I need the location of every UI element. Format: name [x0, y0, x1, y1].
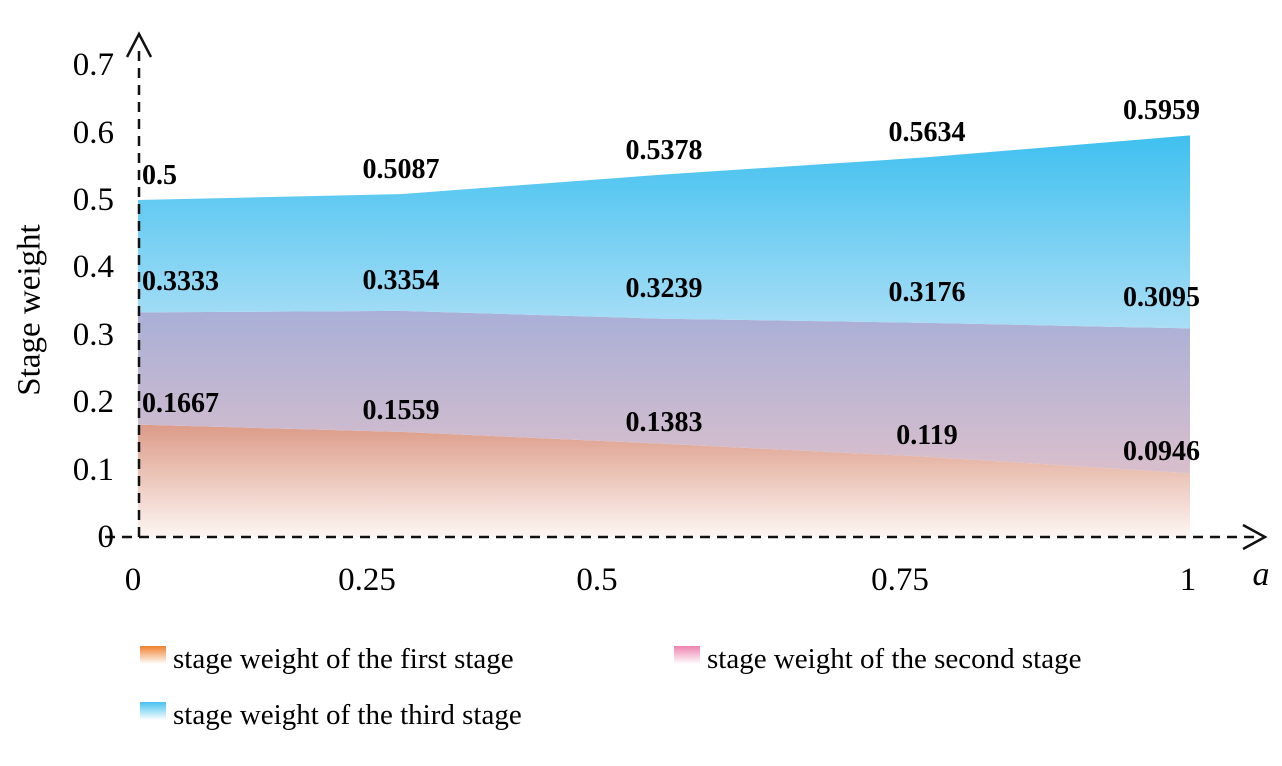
legend-swatch-icon: [140, 702, 166, 721]
area-band-1: [138, 310, 1190, 474]
x-tick-label: 0.75: [871, 562, 929, 598]
data-label: 0.119: [896, 419, 958, 451]
x-axis-title: a: [1252, 556, 1270, 593]
data-label: 0.1383: [625, 406, 703, 438]
x-tick-label: 1: [1179, 562, 1197, 598]
data-label: 0.1559: [362, 394, 440, 426]
data-label: 0.3354: [362, 264, 440, 296]
data-label: 0.3095: [1123, 282, 1200, 314]
x-axis-arrow-icon: [1242, 523, 1268, 551]
legend-label: stage weight of the third stage: [173, 699, 522, 731]
area-band-2: [138, 135, 1190, 329]
y-tick-label: 0.2: [72, 384, 114, 421]
data-label: 0.3239: [625, 272, 703, 304]
legend-swatch-icon: [674, 646, 700, 665]
y-tick-label: 0.7: [72, 47, 114, 84]
y-tick-label: 0: [97, 519, 115, 555]
data-label: 0.5634: [888, 117, 966, 149]
x-tick-label: 0.5: [576, 562, 618, 598]
data-label: 0.3176: [888, 276, 966, 308]
x-tick-label: 0: [124, 562, 142, 598]
area-band-0: [138, 424, 1190, 537]
y-tick-label: 0.6: [72, 114, 114, 151]
y-tick-label: 0.5: [72, 182, 114, 218]
y-axis-arrow-icon: [125, 31, 153, 58]
data-label: 0.5959: [1123, 95, 1200, 127]
data-label: 0.5: [142, 160, 177, 191]
data-label: 0.3333: [142, 266, 219, 298]
y-tick-label: 0.3: [72, 316, 114, 353]
data-label: 0.5378: [625, 134, 703, 166]
y-tick-label: 0.1: [72, 451, 114, 488]
data-label: 0.5087: [362, 154, 440, 186]
legend-swatch-icon: [140, 646, 166, 665]
data-label: 0.0946: [1123, 436, 1200, 468]
legend-label: stage weight of the second stage: [707, 643, 1082, 675]
x-tick-label: 0.25: [338, 562, 396, 598]
y-axis-title: Stage weight: [11, 224, 48, 396]
y-tick-label: 0.4: [72, 249, 114, 286]
legend-label: stage weight of the first stage: [173, 643, 514, 675]
data-label: 0.1667: [142, 387, 219, 419]
